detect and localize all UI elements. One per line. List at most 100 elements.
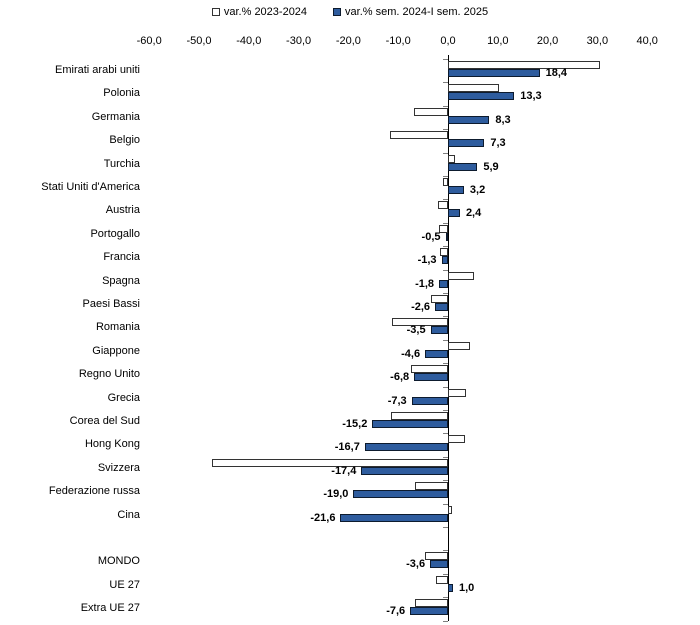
- bar-var-2023-2024: [443, 178, 448, 186]
- data-label: -3,5: [406, 324, 426, 337]
- category-tick: [443, 480, 448, 482]
- bar-var-sem-2024-2025: [435, 303, 448, 311]
- bar-var-2023-2024: [414, 107, 448, 116]
- data-label: -19,0: [323, 488, 349, 501]
- data-label: -7,6: [386, 605, 406, 618]
- bar-var-2023-2024: [448, 505, 453, 514]
- bar-var-2023-2024: [414, 482, 448, 491]
- category-tick: [443, 293, 448, 294]
- category-label: MONDO: [97, 555, 140, 568]
- category-tick: [443, 620, 448, 622]
- bar-var-sem-2024-2025: [414, 373, 448, 382]
- bar-var-sem-2024-2025: [411, 396, 448, 405]
- data-label: -7,3: [387, 394, 407, 407]
- bar-var-sem-2024-2025: [448, 92, 515, 101]
- category-label: Spagna: [102, 274, 140, 287]
- bar-var-sem-2024-2025: [439, 279, 448, 288]
- x-axis-tick-label: -20,0: [335, 35, 361, 47]
- data-label: 5,9: [483, 160, 499, 173]
- bar-var-2023-2024: [448, 84, 499, 93]
- category-tick: [443, 339, 448, 341]
- category-label: Belgio: [109, 134, 140, 147]
- bar-var-2023-2024: [424, 552, 448, 561]
- category-label: Romania: [95, 321, 140, 334]
- category-label: Germania: [91, 110, 140, 123]
- category-label: Cina: [117, 508, 140, 521]
- bar-var-sem-2024-2025: [364, 443, 448, 452]
- data-label: -21,6: [310, 511, 336, 524]
- legend-item-var-sem: var.% sem. 2024-I sem. 2025: [333, 6, 488, 18]
- category-label: Extra UE 27: [80, 602, 140, 615]
- data-label: -2,6: [411, 301, 431, 313]
- category-label: Svizzera: [97, 461, 140, 474]
- bar-var-2023-2024: [389, 131, 448, 140]
- category-label: Corea del Sud: [69, 415, 140, 427]
- bar-var-2023-2024: [448, 61, 601, 69]
- data-label: 13,3: [520, 90, 542, 103]
- category-label: Regno Unito: [78, 368, 140, 381]
- category-label: Giappone: [92, 344, 140, 357]
- bar-var-sem-2024-2025: [448, 115, 490, 124]
- category-tick: [443, 59, 448, 60]
- category-tick: [443, 105, 448, 107]
- category-tick: [443, 410, 448, 411]
- bar-var-sem-2024-2025: [445, 232, 448, 241]
- data-label: -0,5: [421, 230, 441, 243]
- bar-var-2023-2024: [430, 295, 448, 303]
- bar-var-sem-2024-2025: [353, 490, 448, 499]
- category-tick: [443, 573, 448, 575]
- bar-var-sem-2024-2025: [441, 256, 448, 265]
- category-tick: [443, 527, 448, 528]
- bar-var-2023-2024: [439, 248, 448, 257]
- bar-var-sem-2024-2025: [448, 186, 464, 194]
- category-tick: [443, 363, 448, 365]
- data-label: -15,2: [342, 418, 368, 430]
- category-label: Federazione russa: [48, 485, 140, 498]
- x-axis-tick-label: 10,0: [487, 35, 509, 47]
- bar-var-sem-2024-2025: [448, 209, 460, 218]
- x-axis-tick-label: 20,0: [536, 35, 559, 47]
- legend-label: var.% sem. 2024-I sem. 2025: [345, 6, 489, 18]
- category-tick: [443, 152, 448, 154]
- bar-var-sem-2024-2025: [448, 69, 540, 77]
- bar-var-sem-2024-2025: [448, 583, 453, 592]
- category-tick: [443, 456, 448, 458]
- category-label: Portogallo: [90, 227, 140, 240]
- data-label: 8,3: [495, 113, 511, 126]
- bar-var-sem-2024-2025: [430, 560, 448, 569]
- category-tick: [443, 129, 448, 131]
- bar-var-sem-2024-2025: [361, 466, 448, 475]
- bar-var-2023-2024: [390, 412, 448, 420]
- category-label: Austria: [105, 204, 140, 217]
- data-label: -1,3: [417, 254, 437, 267]
- bar-var-2023-2024: [439, 224, 448, 233]
- category-tick: [443, 199, 448, 201]
- category-label: Hong Kong: [84, 438, 140, 451]
- bar-var-2023-2024: [414, 599, 448, 608]
- x-axis-tick-label: -30,0: [286, 35, 312, 47]
- data-label: -4,6: [401, 347, 421, 360]
- bar-var-sem-2024-2025: [372, 420, 448, 428]
- bar-var-sem-2024-2025: [410, 607, 448, 616]
- category-tick: [443, 503, 448, 505]
- x-axis-tick-label: 40,0: [636, 35, 658, 47]
- category-label: Francia: [103, 251, 140, 264]
- bar-var-2023-2024: [448, 388, 466, 397]
- category-tick: [443, 433, 448, 435]
- data-label: -1,8: [415, 277, 435, 290]
- bar-var-2023-2024: [435, 575, 448, 584]
- bar-var-sem-2024-2025: [425, 349, 448, 358]
- bar-var-2023-2024: [448, 341, 470, 350]
- bar-var-2023-2024: [437, 201, 448, 210]
- legend-swatch-white: [211, 8, 220, 16]
- bar-var-sem-2024-2025: [448, 162, 478, 171]
- category-label: Stati Uniti d'America: [41, 181, 140, 193]
- data-label: -6,8: [390, 371, 410, 384]
- bar-var-2023-2024: [212, 458, 448, 467]
- x-axis-tick-label: 30,0: [586, 35, 609, 47]
- data-label: 1,0: [458, 581, 475, 594]
- data-label: 3,2: [469, 184, 486, 196]
- legend-item-var-2023-2024: var.% 2023-2024: [211, 6, 307, 18]
- category-label: Polonia: [103, 87, 140, 100]
